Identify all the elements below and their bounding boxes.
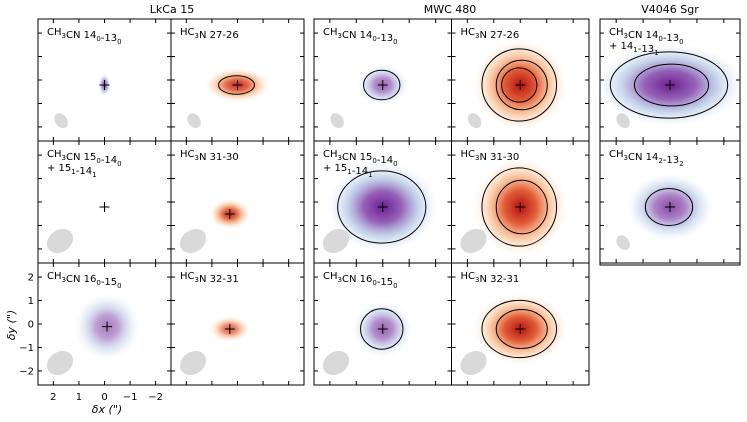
beam-ellipse [179, 228, 207, 254]
star-marker [665, 202, 675, 212]
contour-level [481, 167, 558, 247]
panel-lkca15-1-0: CH3CN 150-140+ 151-141 [37, 140, 172, 264]
beam-ellipse [616, 113, 630, 129]
panel-label: CH3CN 150-140 [47, 149, 122, 168]
beam-ellipse [467, 113, 482, 129]
y-tick-label: 2 [28, 273, 34, 284]
beam-ellipse [187, 113, 201, 129]
beam-ellipse [460, 350, 487, 376]
panel-label: CH3CN 150-140 [323, 149, 398, 168]
x-tick-label: 2 [50, 392, 56, 403]
panel-mwc480-0-1: HC3N 27-26 [451, 18, 590, 142]
panel-label: HC3N 32-31 [461, 271, 520, 285]
panel-lkca15-1-1: HC3N 31-30 [170, 140, 305, 264]
panel-mwc480-2-1: HC3N 32-31 [451, 262, 590, 386]
contour-level [481, 299, 558, 359]
panel-label: CH3CN 160-150 [323, 271, 398, 290]
panel-mwc480-0-0: CH3CN 140-130 [313, 18, 452, 142]
star-marker [102, 321, 113, 332]
x-tick-label: −2 [148, 392, 163, 403]
panel-lkca15-2-1: HC3N 32-31 [170, 262, 305, 386]
panel-lkca15-0-0: CH3CN 140-130 [37, 18, 172, 142]
panel-label: HC3N 31-30 [180, 149, 239, 163]
beam-ellipse [46, 350, 74, 376]
beam-ellipse [460, 228, 487, 254]
beam-ellipse [54, 113, 68, 129]
panel-lkca15-2-0: CH3CN 160-150 [37, 262, 172, 386]
panel-mwc480-1-1: HC3N 31-30 [451, 140, 590, 264]
contour-level [633, 63, 710, 107]
beam-ellipse [179, 350, 207, 376]
star-marker [99, 80, 110, 90]
contour-level [337, 170, 427, 244]
y-tick-label: −2 [19, 366, 34, 377]
contour-level [501, 67, 538, 103]
panel-label: CH3CN 140-130 [47, 27, 122, 46]
x-tick-label: 1 [76, 392, 82, 403]
panel-label: CH3CN 160-150 [47, 271, 122, 290]
contour-level [495, 179, 548, 235]
contour-level [644, 187, 694, 227]
star-marker [377, 202, 388, 212]
panel-label: CH3CN 142-132 [609, 149, 684, 168]
y-tick-label: 1 [28, 296, 34, 307]
star-marker [515, 80, 526, 90]
y-tick-label: −1 [19, 343, 34, 354]
group-title-mwc480: MWC 480 [424, 3, 477, 16]
y-tick-label: 0 [28, 320, 34, 331]
panel-mwc480-1-0: CH3CN 150-140+ 151-141 [313, 140, 452, 264]
panel-label-line2: + 151-141 [47, 163, 97, 179]
panel-v4046-1-0: CH3CN 142-132 [599, 140, 741, 264]
x-tick-label: −1 [123, 392, 138, 403]
beam-ellipse [330, 113, 344, 129]
panel-mwc480-2-0: CH3CN 160-150 [313, 262, 452, 386]
contour-level [363, 69, 401, 101]
contour-level [609, 51, 729, 119]
panel-label: HC3N 32-31 [180, 271, 239, 285]
panel-label-line2: + 141-131 [609, 41, 659, 57]
contour-level [495, 308, 548, 350]
panel-label: CH3CN 140-130 [323, 27, 398, 46]
beam-ellipse [322, 350, 350, 376]
beam-ellipse [46, 228, 74, 254]
group-title-v4046: V4046 Sgr [641, 3, 699, 16]
beam-ellipse [616, 235, 630, 251]
star-marker [515, 324, 526, 334]
star-marker [232, 80, 243, 90]
x-axis-label: δx (") [92, 403, 122, 416]
star-marker [224, 209, 235, 220]
star-marker [665, 80, 675, 90]
star-marker [99, 202, 110, 212]
panel-label: HC3N 27-26 [180, 27, 239, 41]
panel-lkca15-0-1: HC3N 27-26 [170, 18, 305, 142]
panel-label: CH3CN 140-130 [609, 27, 684, 46]
star-marker [377, 80, 388, 90]
panel-label: HC3N 27-26 [461, 27, 520, 41]
panel-v4046-0-0: CH3CN 140-130+ 141-131 [596, 18, 744, 142]
contour-level [218, 75, 255, 95]
panel-label-line2: + 151-141 [323, 163, 373, 179]
star-marker [515, 202, 526, 212]
star-marker [224, 324, 235, 334]
contour-level [495, 59, 548, 111]
beam-ellipse [322, 228, 350, 254]
x-tick-label: 0 [101, 392, 107, 403]
contour-level [481, 48, 558, 122]
star-marker [377, 324, 388, 334]
group-title-lkca15: LkCa 15 [150, 3, 194, 16]
y-axis-label: δy (") [5, 310, 18, 340]
contour-level [360, 308, 404, 350]
panel-label: HC3N 31-30 [461, 149, 520, 163]
